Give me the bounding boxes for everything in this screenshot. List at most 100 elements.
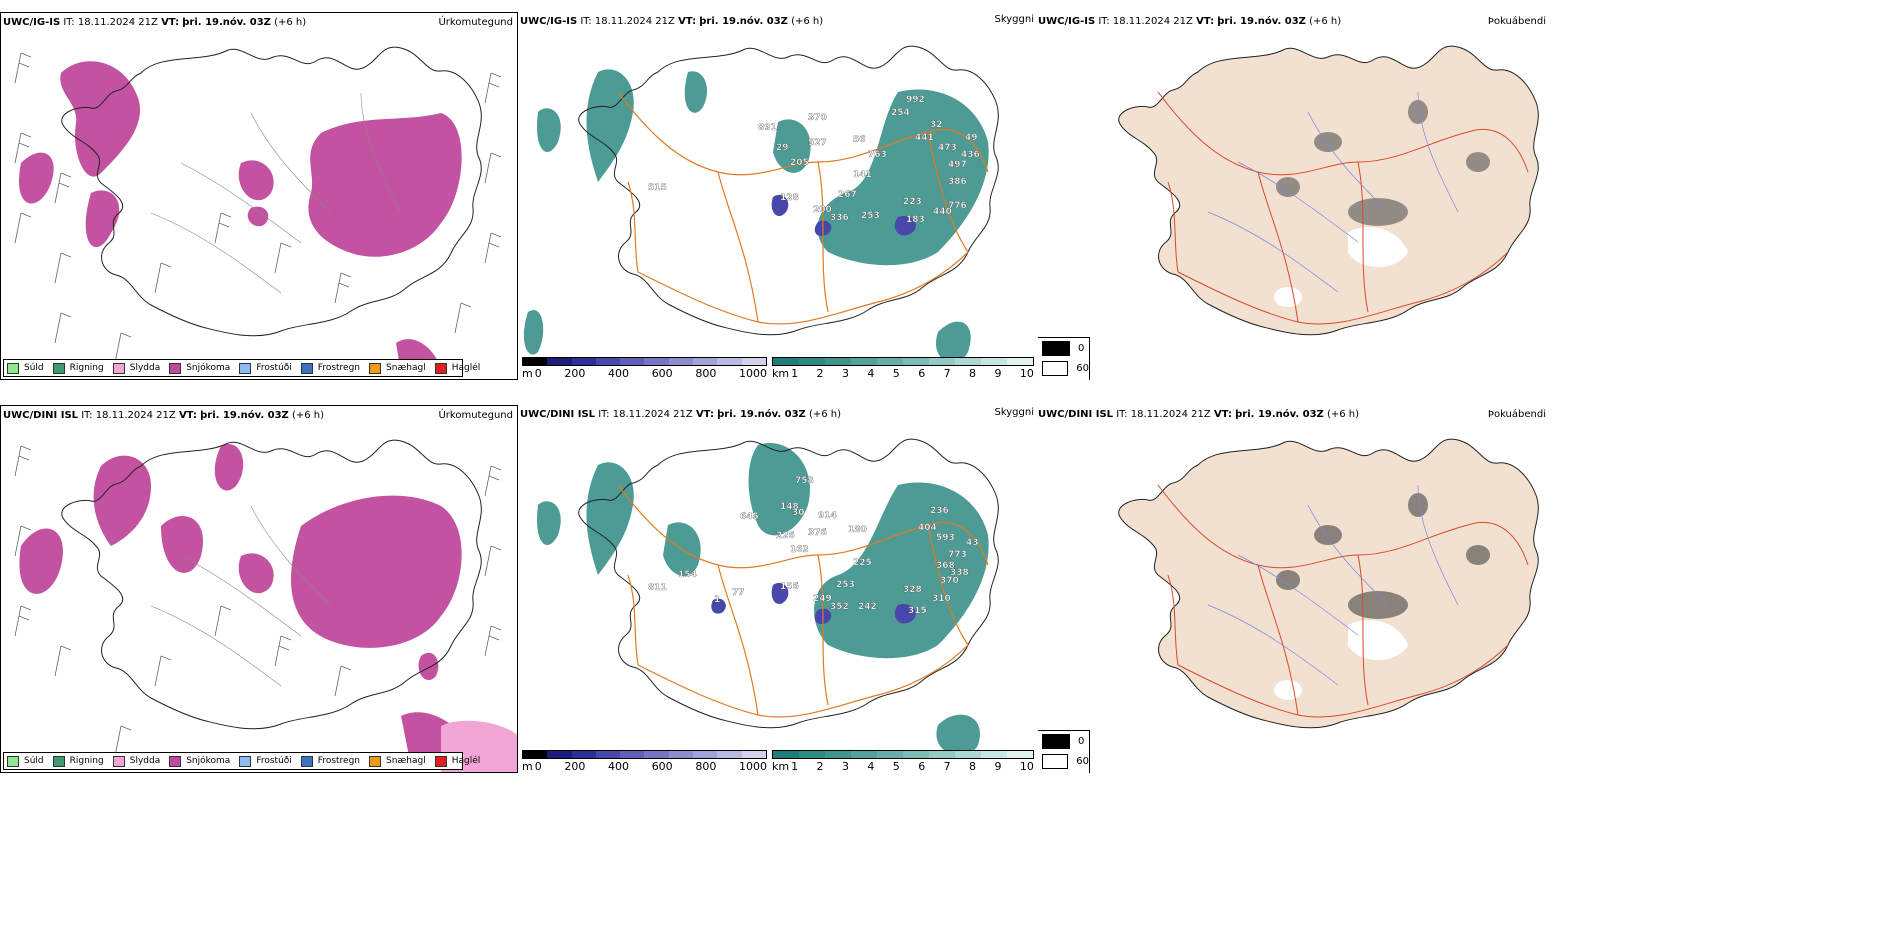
- scale-tick-label: 5: [892, 367, 900, 380]
- legend-label: Snjókoma: [186, 363, 231, 373]
- wind-barbs: [14, 52, 502, 364]
- svg-text:49: 49: [965, 133, 978, 143]
- precip-type-title: Úrkomutegund: [438, 410, 513, 421]
- scale-unit: m: [522, 760, 533, 773]
- legend-label: Snæhagl: [386, 756, 426, 766]
- legend-label: Snjókoma: [186, 756, 231, 766]
- fog-legend-label: 60: [1076, 755, 1089, 767]
- legend-item-snjókoma: Snjókoma: [169, 362, 231, 374]
- svg-text:128: 128: [780, 193, 799, 203]
- scale-color-step: [851, 751, 877, 758]
- scale-colorbar: [522, 750, 767, 759]
- legend-label: Súld: [24, 363, 44, 373]
- legend-label: Rigning: [69, 363, 104, 373]
- snow-areas: [18, 61, 462, 373]
- scale-tick-label: 0: [534, 760, 542, 773]
- scale-color-step: [773, 751, 799, 758]
- svg-text:253: 253: [861, 211, 880, 221]
- fog-panel-row1: UWC/IG-IS IT: 18.11.2024 21Z VT: þri. 19…: [1038, 12, 1548, 380]
- legend-label: Haglél: [451, 363, 481, 373]
- precip-type-legend: Súld Rigning Slydda Snjókoma Frostúði Frostre…: [3, 752, 480, 770]
- scale-color-step: [903, 751, 929, 758]
- legend-item-súld: Súld: [7, 362, 44, 374]
- fog-legend-row: 60: [1042, 358, 1089, 378]
- scale-tick-label: 1000: [739, 367, 767, 380]
- visibility-title: Skyggni: [994, 407, 1034, 418]
- scale-color-step: [571, 358, 596, 365]
- legend-label: Rigning: [69, 756, 104, 766]
- legend-swatch: [434, 755, 447, 767]
- scale-ticks: m 0 200 400 600 800 1000: [522, 760, 767, 773]
- fog-legend-row: 0: [1042, 338, 1089, 358]
- svg-text:156: 156: [780, 582, 799, 592]
- wind-barbs: [14, 445, 502, 757]
- scale-color-step: [955, 751, 981, 758]
- scale-tick-label: 6: [918, 760, 926, 773]
- svg-text:368: 368: [936, 561, 955, 571]
- fog-legend: 0 60: [1038, 337, 1090, 380]
- svg-text:29: 29: [776, 143, 789, 153]
- fog-legend-swatch: [1042, 753, 1069, 769]
- panel-header: UWC/DINI ISL IT: 18.11.2024 21Z VT: þri.…: [520, 409, 842, 420]
- scale-tick-label: 400: [608, 760, 630, 773]
- svg-text:593: 593: [936, 533, 955, 543]
- svg-text:225: 225: [853, 558, 872, 568]
- svg-text:527: 527: [808, 138, 827, 148]
- scale-tick-label: 200: [564, 367, 586, 380]
- legend-item-rigning: Rigning: [52, 755, 104, 767]
- legend-label: Frostregn: [317, 363, 361, 373]
- precip-type-map: [14, 46, 502, 373]
- scale-tick-label: 600: [651, 760, 673, 773]
- fog-map: [1118, 45, 1539, 336]
- fog-title: Þokuábendi: [1487, 409, 1546, 420]
- scale-unit: km: [772, 367, 790, 380]
- panel-header: UWC/DINI ISL IT: 18.11.2024 21Z VT: þri.…: [1038, 409, 1360, 420]
- legend-swatch: [7, 755, 19, 767]
- legend-label: Snæhagl: [386, 363, 426, 373]
- scale-ticks: km 1 2 3 4 5 6 7 8 9 10: [772, 367, 1034, 380]
- scale-tick-label: 2: [816, 367, 824, 380]
- precip-type-panel-row1: UWC/IG-IS IT: 18.11.2024 21Z VT: þri. 19…: [0, 12, 518, 380]
- svg-text:441: 441: [915, 133, 934, 143]
- svg-text:242: 242: [858, 602, 877, 612]
- scale-tick-label: 1000: [739, 760, 767, 773]
- svg-text:141: 141: [853, 170, 872, 180]
- scale-tick-label: 5: [892, 760, 900, 773]
- precip-type-legend: Súld Rigning Slydda Snjókoma Frostúði Frostre…: [3, 359, 480, 377]
- legend-label: Frostúði: [256, 756, 292, 766]
- legend-item-snæhagl: Snæhagl: [369, 755, 426, 767]
- rivers: [150, 505, 332, 687]
- svg-text:253: 253: [836, 580, 855, 590]
- svg-text:370: 370: [940, 576, 959, 586]
- svg-text:183: 183: [906, 215, 925, 225]
- svg-text:645: 645: [740, 512, 759, 522]
- legend-swatch: [112, 755, 125, 767]
- panel-header: UWC/IG-IS IT: 18.11.2024 21Z VT: þri. 19…: [1038, 16, 1342, 27]
- svg-text:205: 205: [790, 158, 809, 168]
- scale-tick-label: 9: [994, 760, 1002, 773]
- scale-tick-label: 800: [695, 760, 717, 773]
- visibility-panel-row2: UWC/DINI ISL IT: 18.11.2024 21Z VT: þri.…: [518, 405, 1038, 773]
- svg-text:236: 236: [930, 506, 949, 516]
- svg-text:267: 267: [838, 190, 857, 200]
- fog-legend: 0 60: [1038, 730, 1090, 773]
- svg-text:811: 811: [648, 583, 667, 593]
- legend-label: Slydda: [129, 363, 161, 373]
- scale-color-step: [644, 751, 669, 758]
- scale-color-step: [620, 751, 645, 758]
- legend-item-frostregn: Frostregn: [300, 362, 361, 374]
- legend-label: Haglél: [451, 756, 481, 766]
- fog-legend-swatch: [1042, 733, 1070, 749]
- svg-text:436: 436: [961, 150, 980, 160]
- scale-color-step: [877, 751, 903, 758]
- scale-tick-label: 200: [564, 760, 586, 773]
- svg-text:776: 776: [948, 201, 967, 211]
- visibility-scale: km 1 2 3 4 5 6 7 8 9 10: [772, 750, 1034, 773]
- svg-text:473: 473: [938, 143, 957, 153]
- scale-color-step: [523, 358, 548, 365]
- scale-unit: km: [772, 760, 790, 773]
- scale-color-step: [717, 358, 742, 365]
- roads: [1157, 484, 1529, 718]
- fog-legend-row: 0: [1042, 731, 1089, 751]
- scale-color-step: [825, 358, 851, 365]
